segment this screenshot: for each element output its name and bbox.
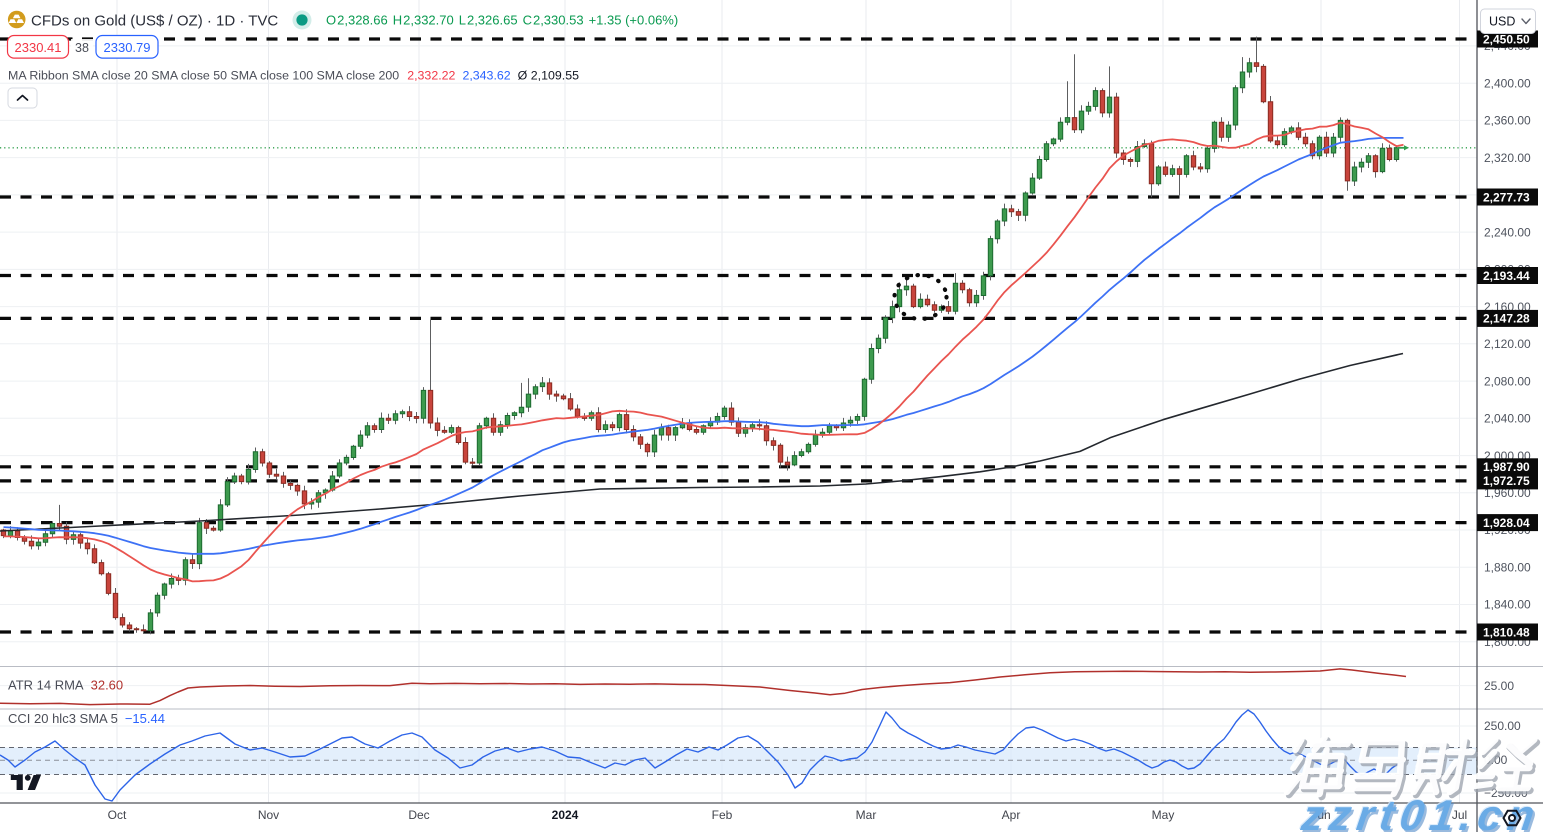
svg-text:Jul: Jul: [1452, 808, 1467, 822]
svg-text:Nov: Nov: [258, 808, 279, 822]
svg-text:1,928.04: 1,928.04: [1483, 516, 1530, 530]
svg-text:2,240.00: 2,240.00: [1484, 225, 1531, 239]
svg-text:Feb: Feb: [712, 808, 733, 822]
svg-text:25.00: 25.00: [1484, 679, 1514, 693]
svg-text:USD: USD: [1489, 15, 1515, 29]
svg-text:1,880.00: 1,880.00: [1484, 561, 1531, 575]
svg-text:2024: 2024: [552, 808, 579, 822]
svg-text:2,147.28: 2,147.28: [1483, 312, 1530, 326]
svg-text:2,320.00: 2,320.00: [1484, 151, 1531, 165]
svg-text:MA Ribbon SMA close 20 SMA clo: MA Ribbon SMA close 20 SMA close 50 SMA …: [8, 69, 579, 83]
svg-text:1,972.75: 1,972.75: [1483, 474, 1530, 488]
svg-text:2330.41: 2330.41: [15, 40, 62, 55]
svg-text:2,360.00: 2,360.00: [1484, 114, 1531, 128]
svg-text:1,987.90: 1,987.90: [1483, 460, 1530, 474]
svg-text:2,120.00: 2,120.00: [1484, 337, 1531, 351]
svg-text:Dec: Dec: [408, 808, 429, 822]
svg-text:2,400.00: 2,400.00: [1484, 76, 1531, 90]
svg-text:1,840.00: 1,840.00: [1484, 598, 1531, 612]
svg-text:2,080.00: 2,080.00: [1484, 374, 1531, 388]
svg-text:2,450.50: 2,450.50: [1483, 32, 1530, 46]
svg-text:2,040.00: 2,040.00: [1484, 412, 1531, 426]
svg-text:May: May: [1152, 808, 1175, 822]
svg-text:Jun: Jun: [1311, 808, 1330, 822]
svg-text:Mar: Mar: [856, 808, 877, 822]
svg-text:2,277.73: 2,277.73: [1483, 190, 1530, 204]
svg-text:2330.79: 2330.79: [104, 40, 151, 55]
svg-text:2,193.44: 2,193.44: [1483, 269, 1530, 283]
svg-text:1,960.00: 1,960.00: [1484, 486, 1531, 500]
svg-text:Oct: Oct: [108, 808, 127, 822]
svg-text:CFDs on Gold (US$ / OZ) · 1D ·: CFDs on Gold (US$ / OZ) · 1D · TVC: [31, 13, 278, 30]
svg-text:1,810.48: 1,810.48: [1483, 625, 1530, 639]
svg-text:Apr: Apr: [1002, 808, 1021, 822]
svg-text:38: 38: [75, 41, 89, 55]
svg-text:250.00: 250.00: [1484, 719, 1521, 733]
svg-text:CCI 20 hlc3 SMA 5−15.44: CCI 20 hlc3 SMA 5 −15.44: [8, 711, 165, 726]
